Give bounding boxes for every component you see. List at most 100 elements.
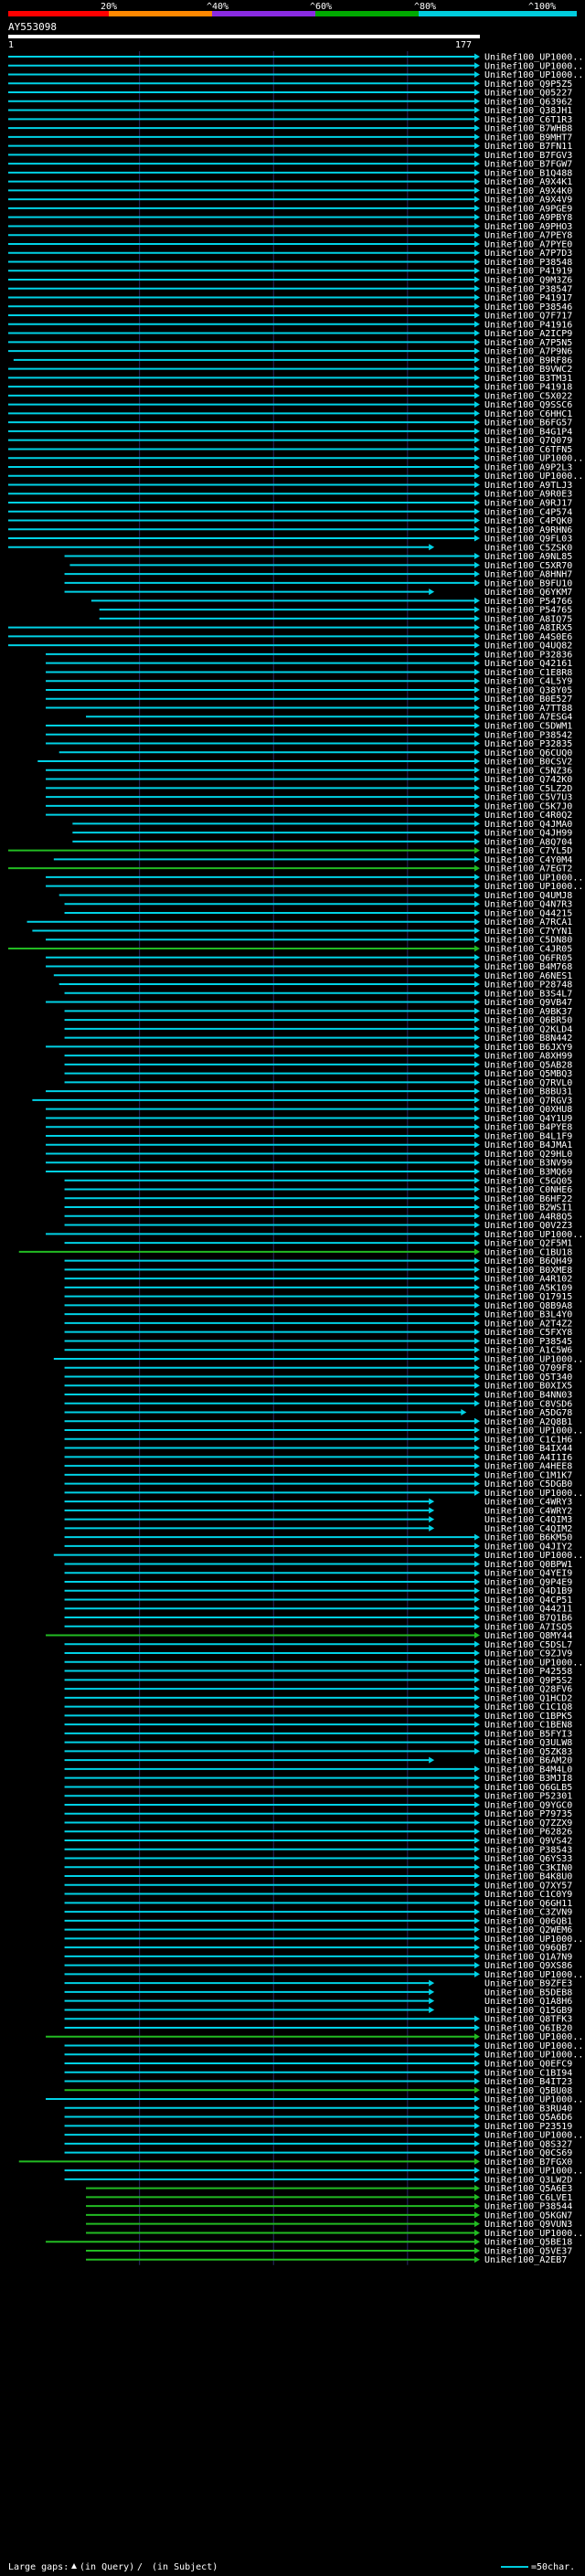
hit-label[interactable]: UniRef100_A9PBY8: [484, 213, 572, 223]
hit-row[interactable]: UniRef100_Q9P5S2: [64, 1676, 573, 1686]
hit-label[interactable]: UniRef100_A7PEY8: [484, 231, 572, 241]
hit-label[interactable]: UniRef100_Q1A8H6: [484, 1997, 572, 2007]
hit-row[interactable]: UniRef100_P38546: [8, 302, 572, 313]
hit-row[interactable]: UniRef100_A7ISQ5: [64, 1622, 573, 1632]
hit-row[interactable]: UniRef100_B9RF86: [13, 355, 572, 366]
hit-label[interactable]: UniRef100_Q2KLD4: [484, 1024, 572, 1034]
hit-row[interactable]: UniRef100_Q15GB9: [64, 2006, 573, 2016]
hit-label[interactable]: UniRef100_B1Q488: [484, 168, 572, 178]
hit-label[interactable]: UniRef100_C6TFN5: [484, 445, 572, 455]
hit-row[interactable]: UniRef100_Q1HCD2: [64, 1693, 573, 1703]
hit-label[interactable]: UniRef100_Q8B9A8: [484, 1301, 572, 1311]
hit-row[interactable]: UniRef100_Q5A6E3: [86, 2184, 572, 2194]
hit-row[interactable]: UniRef100_C1BI94: [64, 2068, 573, 2078]
hit-row[interactable]: UniRef100_A9PHO3: [8, 222, 572, 232]
hit-label[interactable]: UniRef100_Q0XHU8: [484, 1105, 572, 1115]
hit-label[interactable]: UniRef100_A9R0E3: [484, 490, 572, 500]
hit-label[interactable]: UniRef100_B8BU31: [484, 1087, 572, 1097]
hit-label[interactable]: UniRef100_P38546: [484, 302, 572, 313]
hit-row[interactable]: UniRef100_B0XIX5: [64, 1382, 573, 1392]
hit-label[interactable]: UniRef100_B4JMA1: [484, 1140, 572, 1150]
hit-row[interactable]: UniRef100_P38543: [64, 1845, 573, 1855]
hit-label[interactable]: UniRef100_Q5VE37: [484, 2246, 572, 2256]
hit-label[interactable]: UniRef100_Q4D1B9: [484, 1586, 572, 1596]
hit-label[interactable]: UniRef100_A2ICP9: [484, 329, 572, 339]
hit-label[interactable]: UniRef100_C4P574: [484, 507, 572, 517]
hit-row[interactable]: UniRef100_B6JXY9: [46, 1043, 572, 1053]
hit-label[interactable]: UniRef100_C4WRY2: [484, 1506, 572, 1516]
hit-label[interactable]: UniRef100_B5DEB8: [484, 1988, 572, 1998]
hit-row[interactable]: UniRef100_Q0CS69: [64, 2148, 573, 2158]
hit-label[interactable]: UniRef100_Q8S327: [484, 2139, 572, 2149]
hit-row[interactable]: UniRef100_P28748: [58, 981, 573, 991]
hit-row[interactable]: UniRef100_UP1000...: [64, 2131, 585, 2141]
hit-row[interactable]: UniRef100_Q5AB28: [64, 1060, 573, 1070]
hit-row[interactable]: UniRef100_B3MQ69: [46, 1168, 572, 1178]
hit-row[interactable]: UniRef100_Q9P4E9: [64, 1577, 573, 1587]
hit-row[interactable]: UniRef100_P38547: [8, 284, 572, 294]
hit-row[interactable]: UniRef100_B7FGV3: [8, 151, 572, 161]
hit-label[interactable]: UniRef100_Q5BE18: [484, 2238, 572, 2248]
hit-label[interactable]: UniRef100_UP1000...: [484, 2051, 585, 2061]
hit-label[interactable]: UniRef100_C4JR05: [484, 945, 572, 955]
hit-row[interactable]: UniRef100_Q9YGC0: [64, 1800, 573, 1810]
hit-label[interactable]: UniRef100_Q9YGC0: [484, 1800, 572, 1810]
hit-row[interactable]: UniRef100_UP1000...: [46, 873, 585, 883]
hit-row[interactable]: UniRef100_P38545: [64, 1337, 573, 1347]
hit-label[interactable]: UniRef100_C5FXY8: [484, 1328, 572, 1338]
hit-label[interactable]: UniRef100_Q06QB1: [484, 1916, 572, 1926]
hit-row[interactable]: UniRef100_Q2WEM6: [64, 1925, 573, 1935]
hit-label[interactable]: UniRef100_Q8TFK3: [484, 2015, 572, 2025]
hit-row[interactable]: UniRef100_UP1000...: [64, 1935, 585, 1945]
hit-row[interactable]: UniRef100_Q6CUQ0: [58, 748, 573, 758]
hit-row[interactable]: UniRef100_B4M4L0: [64, 1765, 573, 1775]
hit-row[interactable]: UniRef100_A4R8Q5: [64, 1212, 573, 1222]
hit-row[interactable]: UniRef100_Q05227: [8, 89, 572, 99]
hit-label[interactable]: UniRef100_A7P7D3: [484, 249, 572, 259]
hit-label[interactable]: UniRef100_Q2WEM6: [484, 1925, 572, 1935]
hit-label[interactable]: UniRef100_B4IX44: [484, 1444, 572, 1454]
hit-label[interactable]: UniRef100_UP1000...: [484, 882, 585, 892]
hit-row[interactable]: UniRef100_B6KM50: [64, 1533, 573, 1543]
hit-label[interactable]: UniRef100_Q5MBQ3: [484, 1069, 572, 1079]
hit-label[interactable]: UniRef100_A8XH99: [484, 1052, 572, 1062]
hit-row[interactable]: UniRef100_A7P9N6: [8, 347, 572, 357]
hit-row[interactable]: UniRef100_B4K8U0: [64, 1872, 573, 1882]
hit-label[interactable]: UniRef100_B6AM20: [484, 1756, 572, 1766]
hit-label[interactable]: UniRef100_C6LVE1: [484, 2193, 572, 2203]
hit-row[interactable]: UniRef100_Q9P5Z5: [8, 80, 572, 90]
hit-label[interactable]: UniRef100_Q05227: [484, 89, 572, 99]
hit-row[interactable]: UniRef100_Q4Y1U9: [46, 1114, 572, 1124]
hit-label[interactable]: UniRef100_Q6GLB5: [484, 1783, 572, 1793]
hit-row[interactable]: UniRef100_P42558: [64, 1667, 573, 1677]
hit-label[interactable]: UniRef100_Q9VS42: [484, 1837, 572, 1847]
hit-label[interactable]: UniRef100_C4QIM2: [484, 1524, 572, 1534]
hit-label[interactable]: UniRef100_C1C1Q8: [484, 1702, 572, 1712]
hit-row[interactable]: UniRef100_C4L5Y9: [46, 677, 572, 687]
hit-row[interactable]: UniRef100_UP1000...: [64, 2041, 585, 2051]
hit-row[interactable]: UniRef100_Q7F717: [8, 312, 572, 322]
hit-label[interactable]: UniRef100_A4S0E6: [484, 632, 572, 642]
hit-label[interactable]: UniRef100_B3TM31: [484, 374, 572, 384]
hit-row[interactable]: UniRef100_A8Q704: [72, 837, 572, 847]
hit-row[interactable]: UniRef100_B9VWC2: [8, 365, 572, 375]
hit-row[interactable]: UniRef100_B3MJI8: [64, 1774, 573, 1784]
hit-label[interactable]: UniRef100_Q4Y1U9: [484, 1114, 572, 1124]
hit-label[interactable]: UniRef100_A9X4K0: [484, 186, 572, 196]
hit-row[interactable]: UniRef100_Q5BU08: [64, 2086, 573, 2096]
hit-label[interactable]: UniRef100_B3MQ69: [484, 1168, 572, 1178]
hit-row[interactable]: UniRef100_UP1000...: [8, 472, 585, 482]
hit-row[interactable]: UniRef100_UP1000...: [64, 1489, 585, 1499]
hit-row[interactable]: UniRef100_A4R102: [64, 1275, 573, 1285]
hit-label[interactable]: UniRef100_Q9SSC6: [484, 400, 572, 410]
hit-label[interactable]: UniRef100_Q4JMA0: [484, 820, 572, 830]
hit-row[interactable]: UniRef100_B8BU31: [46, 1087, 572, 1097]
hit-label[interactable]: UniRef100_P79735: [484, 1809, 572, 1819]
hit-label[interactable]: UniRef100_Q96QB7: [484, 1944, 572, 1954]
hit-row[interactable]: UniRef100_C5DGB0: [64, 1479, 573, 1489]
hit-row[interactable]: UniRef100_P23519: [64, 2122, 573, 2132]
hit-label[interactable]: UniRef100_B5FYI3: [484, 1729, 572, 1739]
hit-row[interactable]: UniRef100_Q7Q079: [8, 436, 572, 446]
hit-label[interactable]: UniRef100_Q5AB28: [484, 1060, 572, 1070]
hit-label[interactable]: UniRef100_Q0BPW1: [484, 1560, 572, 1570]
